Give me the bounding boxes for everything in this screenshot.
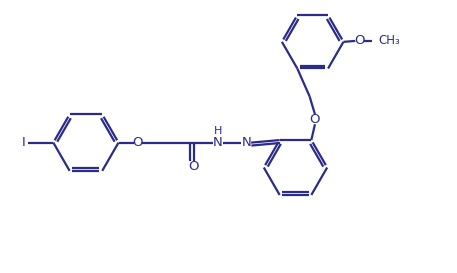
- Text: H: H: [213, 126, 222, 136]
- Text: O: O: [188, 160, 199, 173]
- Text: CH₃: CH₃: [378, 34, 400, 48]
- Text: O: O: [310, 113, 320, 126]
- Text: N: N: [242, 136, 251, 149]
- Text: N: N: [213, 136, 223, 149]
- Text: I: I: [21, 136, 25, 149]
- Text: O: O: [355, 34, 365, 48]
- Text: O: O: [133, 136, 143, 149]
